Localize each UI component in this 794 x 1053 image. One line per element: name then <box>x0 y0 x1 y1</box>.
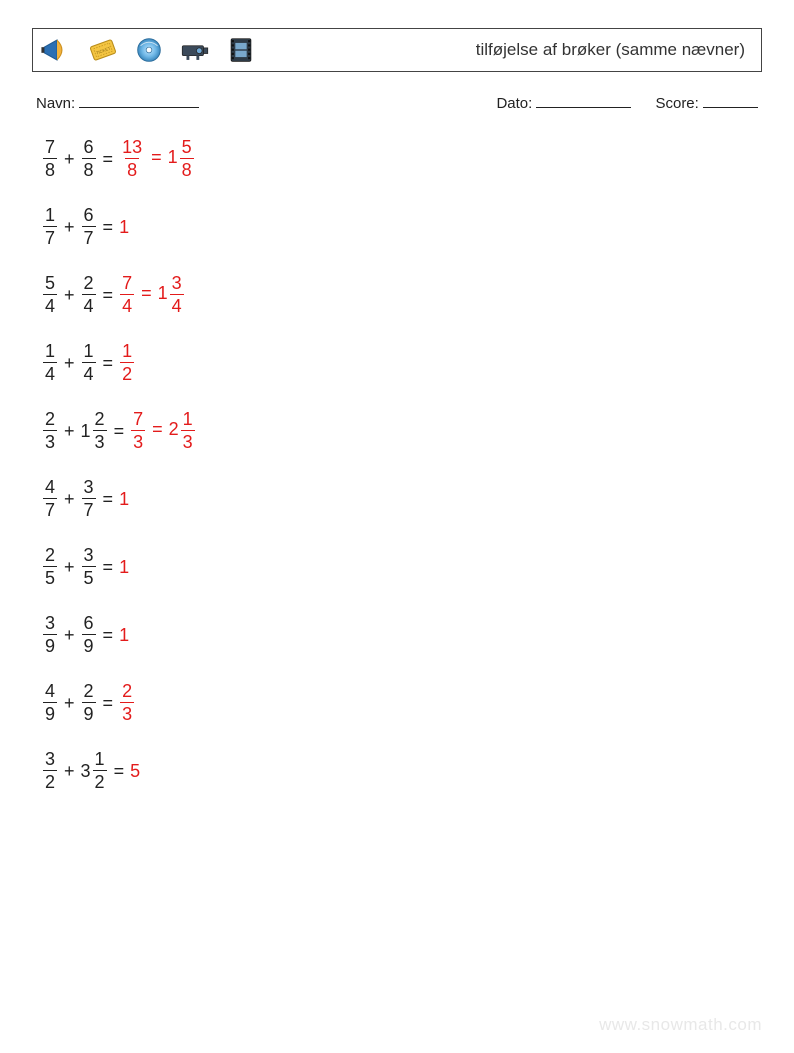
fraction: 29 <box>82 682 96 723</box>
projector-icon <box>177 32 213 68</box>
problem-row: 17+67=1 <box>42 206 762 247</box>
name-blank[interactable] <box>79 94 199 108</box>
answer: 138=158 <box>119 138 195 179</box>
answer: 1 <box>119 218 129 236</box>
fraction: 78 <box>43 138 57 179</box>
problem-row: 78+68=138=158 <box>42 138 762 179</box>
date-label: Dato: <box>496 95 532 112</box>
fraction: 74 <box>120 274 134 315</box>
problem-row: 47+37=1 <box>42 478 762 519</box>
fraction: 32 <box>43 750 57 791</box>
answer: 74=134 <box>119 274 185 315</box>
answer: 23 <box>119 682 135 723</box>
fraction: 68 <box>82 138 96 179</box>
fraction: 67 <box>82 206 96 247</box>
answer: 1 <box>119 558 129 576</box>
fraction: 23 <box>120 682 134 723</box>
fraction: 23 <box>43 410 57 451</box>
fraction: 138 <box>120 138 144 179</box>
icon-strip: TICKET <box>39 32 259 68</box>
watermark: www.snowmath.com <box>599 1015 762 1035</box>
header-box: TICKET tilføjelse af brøker (samme nævne… <box>32 28 762 72</box>
page-title: tilføjelse af brøker (samme nævner) <box>476 40 751 60</box>
fraction: 73 <box>131 410 145 451</box>
film-icon <box>223 32 259 68</box>
fraction: 12 <box>93 750 107 791</box>
fraction: 17 <box>43 206 57 247</box>
date-blank[interactable] <box>536 94 631 108</box>
fraction: 23 <box>93 410 107 451</box>
problem-row: 23+123=73=213 <box>42 410 762 451</box>
ticket-icon: TICKET <box>85 32 121 68</box>
problem-row: 25+35=1 <box>42 546 762 587</box>
fraction: 69 <box>82 614 96 655</box>
score-label: Score: <box>655 95 698 112</box>
answer: 12 <box>119 342 135 383</box>
fraction: 25 <box>43 546 57 587</box>
fraction: 12 <box>120 342 134 383</box>
fraction: 39 <box>43 614 57 655</box>
problem-row: 54+24=74=134 <box>42 274 762 315</box>
problem-row: 49+29=23 <box>42 682 762 723</box>
fraction: 13 <box>181 410 195 451</box>
answer: 1 <box>119 490 129 508</box>
fraction: 34 <box>170 274 184 315</box>
fraction: 35 <box>82 546 96 587</box>
fraction: 24 <box>82 274 96 315</box>
problem-row: 39+69=1 <box>42 614 762 655</box>
fraction: 47 <box>43 478 57 519</box>
answer: 5 <box>130 762 140 780</box>
fraction: 58 <box>180 138 194 179</box>
answer: 1 <box>119 626 129 644</box>
fraction: 14 <box>82 342 96 383</box>
problem-row: 14+14=12 <box>42 342 762 383</box>
megaphone-icon <box>39 32 75 68</box>
fraction: 37 <box>82 478 96 519</box>
answer: 73=213 <box>130 410 196 451</box>
cd-icon <box>131 32 167 68</box>
score-blank[interactable] <box>703 94 758 108</box>
meta-row: Navn: Dato: Score: <box>36 94 758 112</box>
problems-list: 78+68=138=158 17+67=1 54+24=74=134 14+14=12… <box>32 138 762 791</box>
fraction: 14 <box>43 342 57 383</box>
fraction: 54 <box>43 274 57 315</box>
fraction: 49 <box>43 682 57 723</box>
name-label: Navn: <box>36 95 75 112</box>
problem-row: 32+312=5 <box>42 750 762 791</box>
